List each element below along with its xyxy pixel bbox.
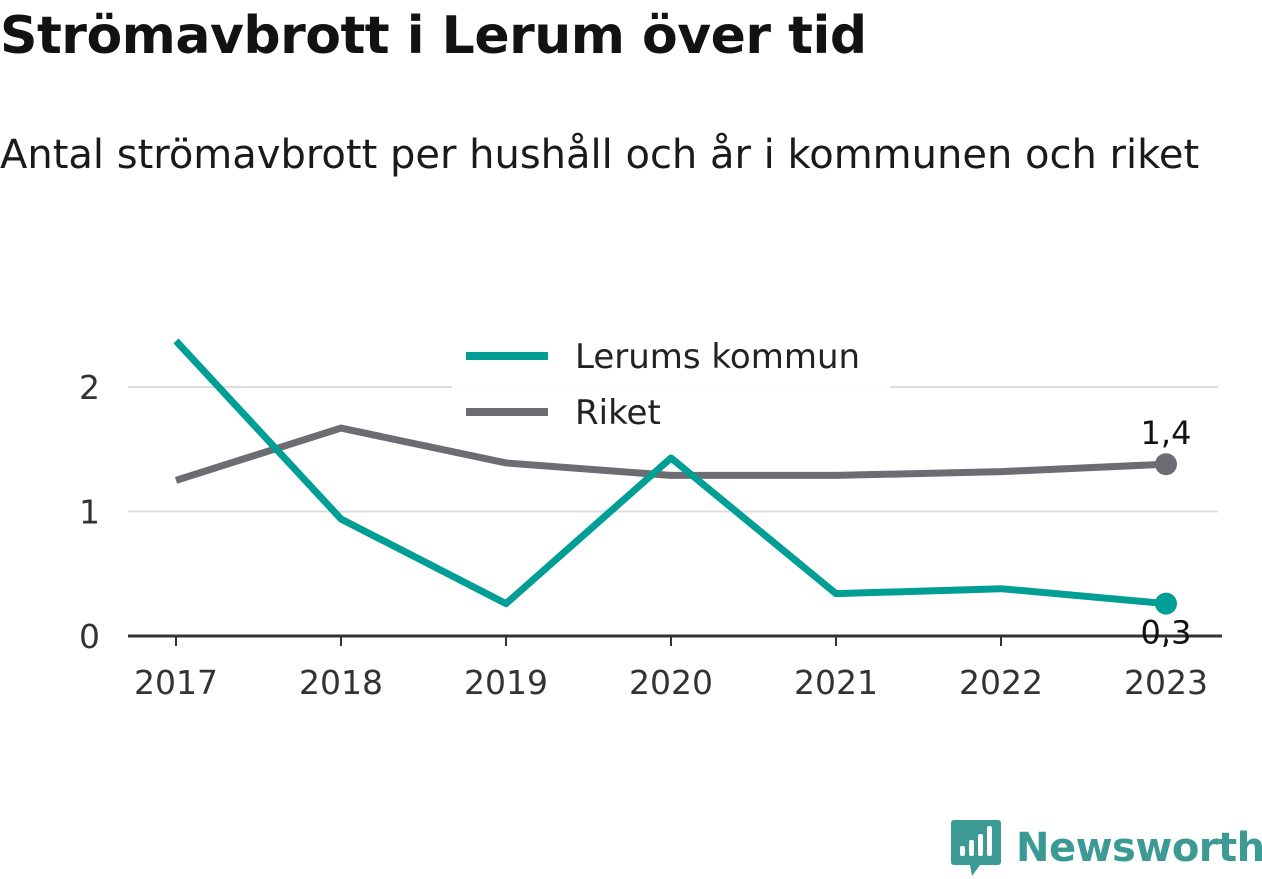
legend-background (452, 330, 890, 440)
brand-name: Newsworthy (1016, 825, 1262, 871)
x-tick-label: 2022 (959, 663, 1043, 702)
end-label: 0,3 (1141, 614, 1192, 652)
x-tick-label: 2023 (1124, 663, 1208, 702)
series-line-1 (174, 424, 1167, 484)
chart-subtitle: Antal strömavbrott per hushåll och år i … (0, 132, 1200, 178)
legend-label: Lerums kommun (575, 337, 860, 377)
y-axis-ticks: 0 1 2 (79, 368, 100, 656)
x-tick-label: 2018 (299, 663, 383, 702)
y-tick-label: 1 (79, 493, 100, 532)
x-tick-label: 2019 (464, 663, 548, 702)
y-tick-label: 0 (79, 617, 100, 656)
end-labels: 1,4 0,3 (1141, 414, 1192, 651)
series-end-point-0 (1155, 592, 1177, 615)
legend-label: Riket (575, 393, 661, 433)
newsworthy-logo-icon (951, 820, 1001, 876)
y-tick-label: 2 (79, 368, 100, 407)
series-end-point-1 (1155, 453, 1177, 476)
end-label: 1,4 (1141, 414, 1192, 452)
series-lines (173, 338, 1177, 615)
series-line-0 (173, 338, 1167, 608)
chart-title: Strömavbrott i Lerum över tid (0, 6, 867, 66)
x-tick-label: 2020 (629, 663, 713, 702)
x-tick-label: 2017 (134, 663, 218, 702)
x-tick-label: 2021 (794, 663, 878, 702)
legend: Lerums kommun Riket (452, 330, 890, 440)
x-axis: 2017 2018 2019 2020 2021 2022 2023 (128, 634, 1222, 702)
newsworthy-brand: Newsworthy (950, 818, 1262, 878)
